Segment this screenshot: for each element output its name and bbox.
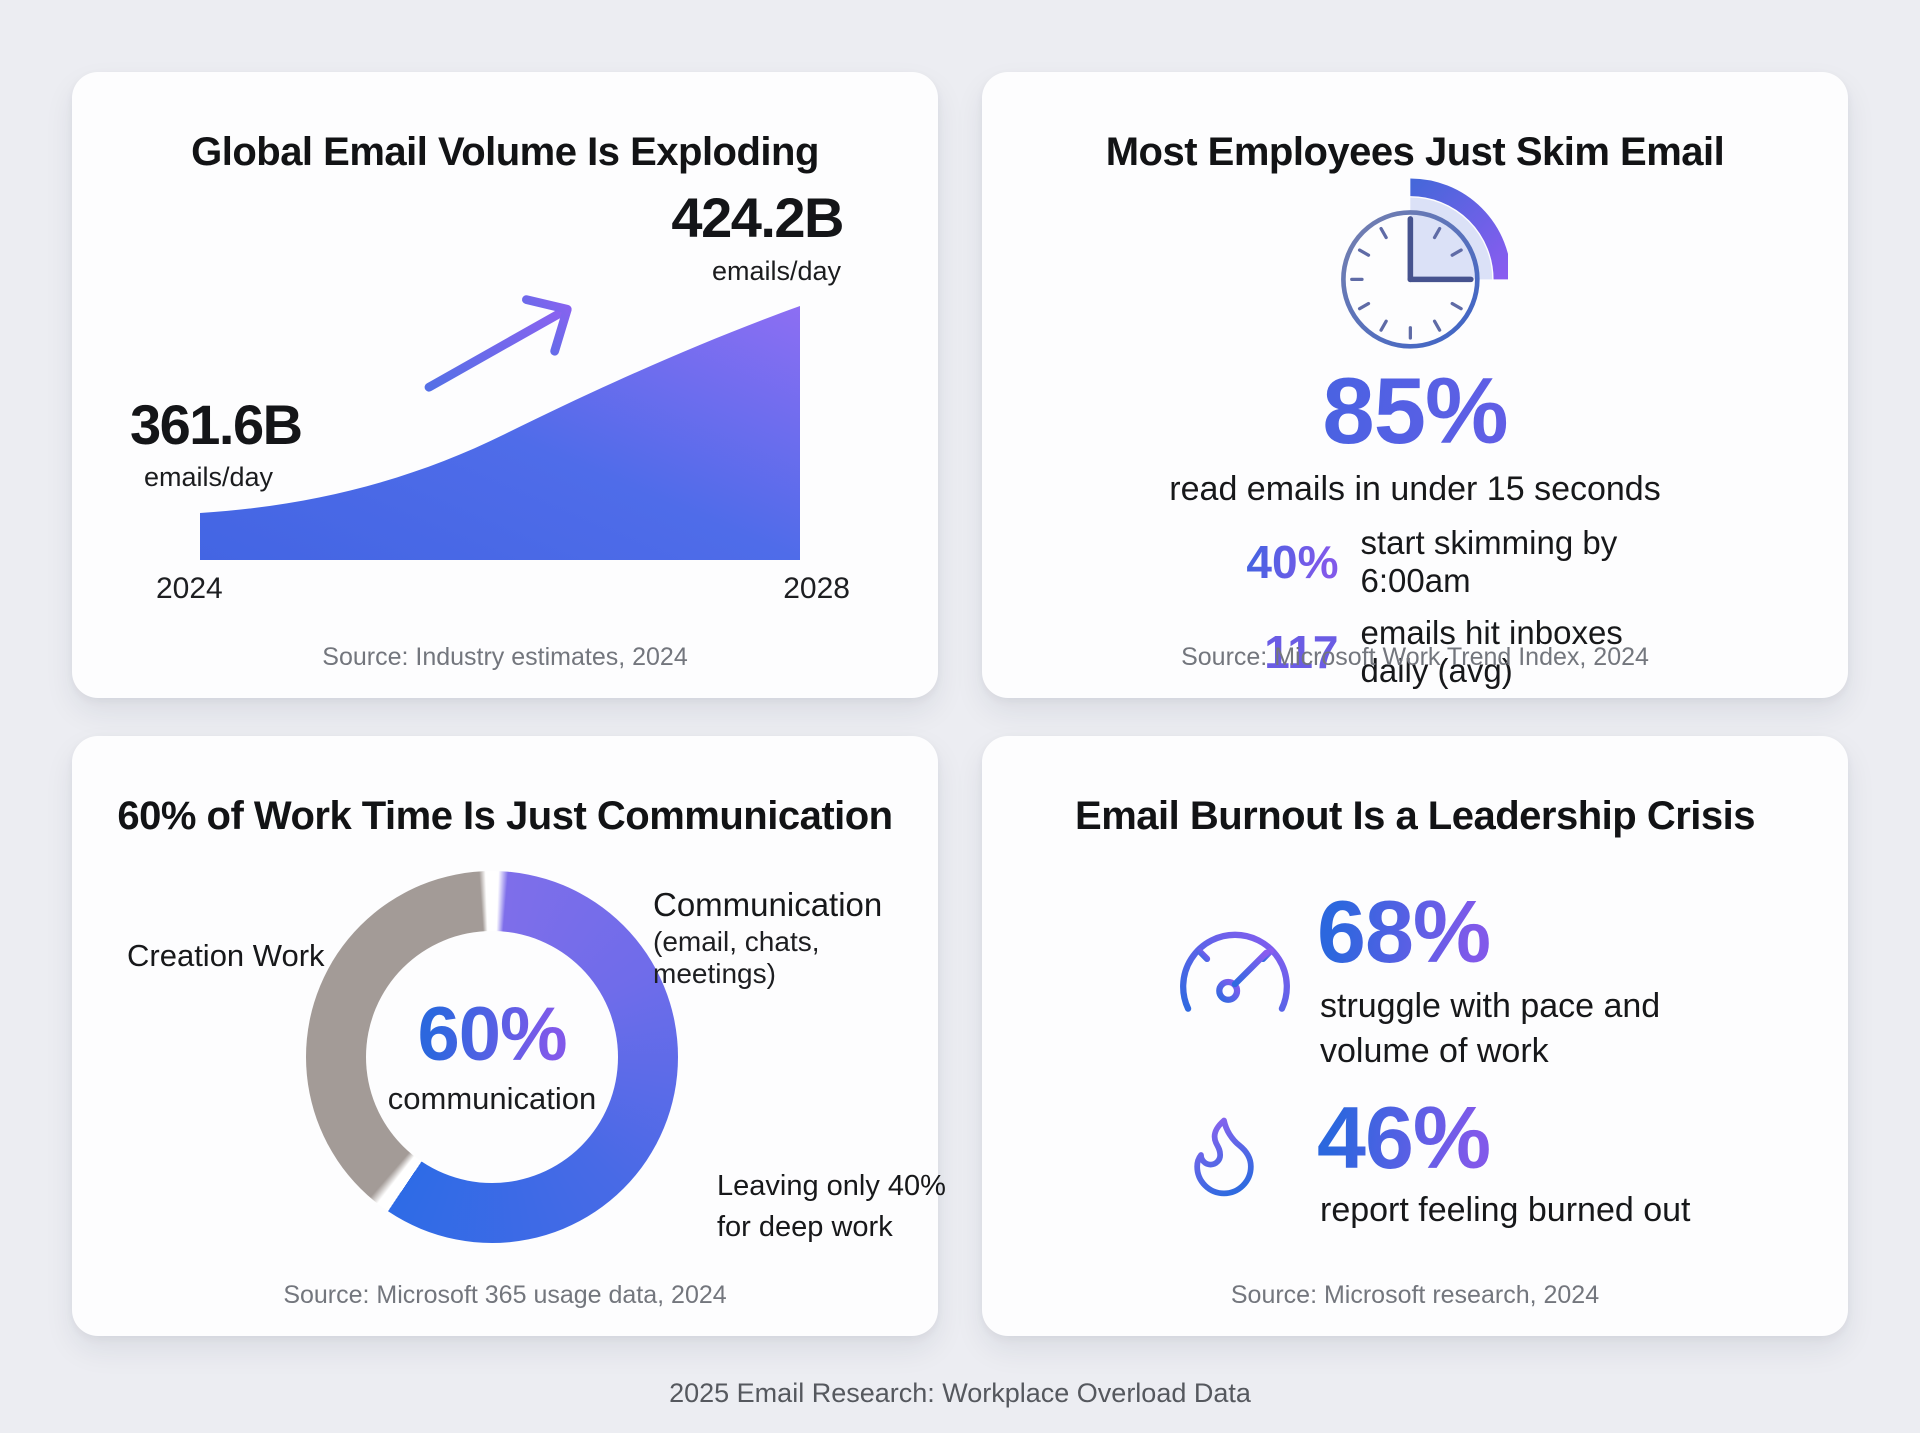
source-note: Source: Microsoft 365 usage data, 2024 — [283, 1281, 727, 1309]
start-value-unit: emails/day — [144, 462, 274, 492]
burnout-stat-value: 46% — [1317, 1088, 1491, 1187]
end-value: 424.2B — [671, 186, 844, 249]
x-axis-start-label: 2024 — [156, 572, 223, 605]
card-title: Global Email Volume Is Exploding — [191, 130, 819, 174]
segment-label-communication: Communication — [653, 886, 883, 923]
card-title: Email Burnout Is a Leadership Crisis — [1075, 794, 1755, 838]
burnout-stat-value: 68% — [1317, 882, 1491, 981]
trend-up-arrow-icon — [420, 284, 588, 396]
source-note: Source: Microsoft Work Trend Index, 2024 — [1181, 643, 1649, 671]
donut-center: 60% communication — [366, 931, 618, 1183]
end-value-unit: emails/day — [711, 256, 841, 286]
headline-stat-value: 85% — [982, 364, 1848, 458]
donut-chart: 60% communication — [306, 871, 678, 1243]
source-note: Source: Microsoft research, 2024 — [1230, 1281, 1600, 1309]
segment-label-creation-work: Creation Work — [127, 938, 325, 973]
card-email-burnout: Email Burnout Is a Leadership Crisis — [982, 736, 1848, 1336]
stat-value: 117 — [1264, 625, 1339, 678]
clock-icon — [1322, 172, 1512, 370]
deep-work-note: Leaving only 40% for deep work — [717, 1170, 946, 1243]
donut-center-value: 60% — [417, 992, 567, 1077]
source-note: Source: Industry estimates, 2024 — [322, 643, 688, 671]
stat-label: emails hit inboxes daily (avg) — [1360, 614, 1623, 689]
stat-value: 40% — [1199, 538, 1338, 587]
burnout-stat-label: struggle with pace and volume of work — [1320, 987, 1661, 1070]
segment-label-communication-sub: (email, chats, meetings) — [653, 926, 820, 989]
card-title: 60% of Work Time Is Just Communication — [117, 794, 893, 838]
headline-stat-label: read emails in under 15 seconds — [1169, 470, 1661, 508]
card-skim-email: Most Employees Just Skim Email — [982, 72, 1848, 698]
card-email-volume: Global Email Volume Is Exploding 424.2B … — [72, 72, 938, 698]
infographic-grid: Global Email Volume Is Exploding 424.2B … — [72, 72, 1848, 1336]
skim-stats-list: 40% start skimming by 6:00am 117 emails … — [1199, 524, 1632, 690]
start-value: 361.6B — [130, 393, 303, 456]
card-title: Most Employees Just Skim Email — [1105, 130, 1725, 174]
donut-center-label: communication — [387, 1081, 597, 1116]
card-communication-time: 60% of Work Time Is Just Communication 6… — [72, 736, 946, 1336]
page-footer: 2025 Email Research: Workplace Overload … — [669, 1378, 1251, 1408]
x-axis-end-label: 2028 — [783, 572, 850, 605]
burnout-stat-label: report feeling burned out — [1320, 1191, 1691, 1229]
flame-icon — [1178, 1092, 1270, 1218]
gauge-icon — [1160, 902, 1310, 1028]
email-volume-area-chart — [200, 298, 800, 560]
stat-label: start skimming by 6:00am — [1360, 524, 1618, 599]
